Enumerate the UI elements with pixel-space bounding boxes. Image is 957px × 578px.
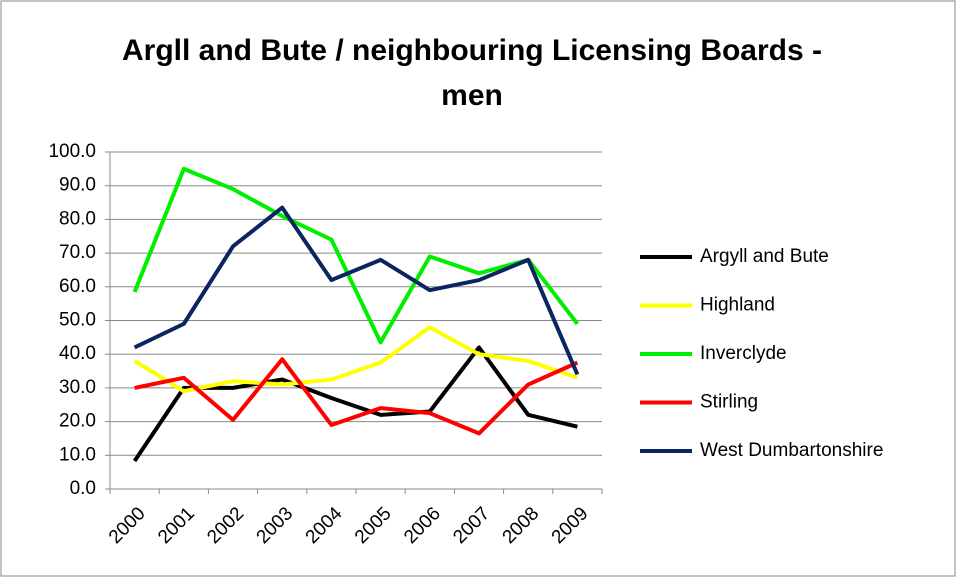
legend-label: Inverclyde (700, 343, 787, 364)
y-tick-label: 80.0 (59, 208, 96, 229)
x-tick-label: 2008 (499, 503, 544, 548)
y-tick-label: 50.0 (59, 310, 96, 331)
x-tick-label: 2004 (302, 503, 347, 548)
y-tick-label: 30.0 (59, 377, 96, 398)
y-tick-label: 70.0 (59, 242, 96, 263)
x-tick-label: 2002 (203, 503, 248, 548)
series-line (133, 325, 579, 394)
legend-label: Stirling (700, 392, 758, 413)
x-tick-label: 2000 (105, 503, 150, 548)
y-tick-label: 40.0 (59, 343, 96, 364)
y-tick-label: 100.0 (48, 141, 96, 162)
x-tick-label: 2009 (548, 503, 593, 548)
x-tick-label: 2006 (400, 503, 445, 548)
y-tick-label: 90.0 (59, 175, 96, 196)
legend-label: Highland (700, 295, 775, 316)
series-line (132, 166, 579, 345)
y-tick-label: 10.0 (59, 444, 96, 465)
chart-title: Argll and Bute / neighbouring Licensing … (121, 34, 823, 112)
x-tick-label: 2003 (253, 503, 298, 548)
series-line (134, 357, 579, 436)
x-tick-label: 2007 (449, 503, 494, 548)
y-tick-label: 0.0 (70, 478, 96, 499)
series-line (133, 205, 580, 376)
x-tick-label: 2005 (351, 503, 396, 548)
legend-label: Argyll and Bute (700, 246, 829, 267)
x-tick-label: 2001 (154, 503, 199, 548)
y-tick-label: 20.0 (59, 411, 96, 432)
y-tick-label: 60.0 (59, 276, 96, 297)
legend-label: West Dumbartonshire (700, 440, 883, 461)
